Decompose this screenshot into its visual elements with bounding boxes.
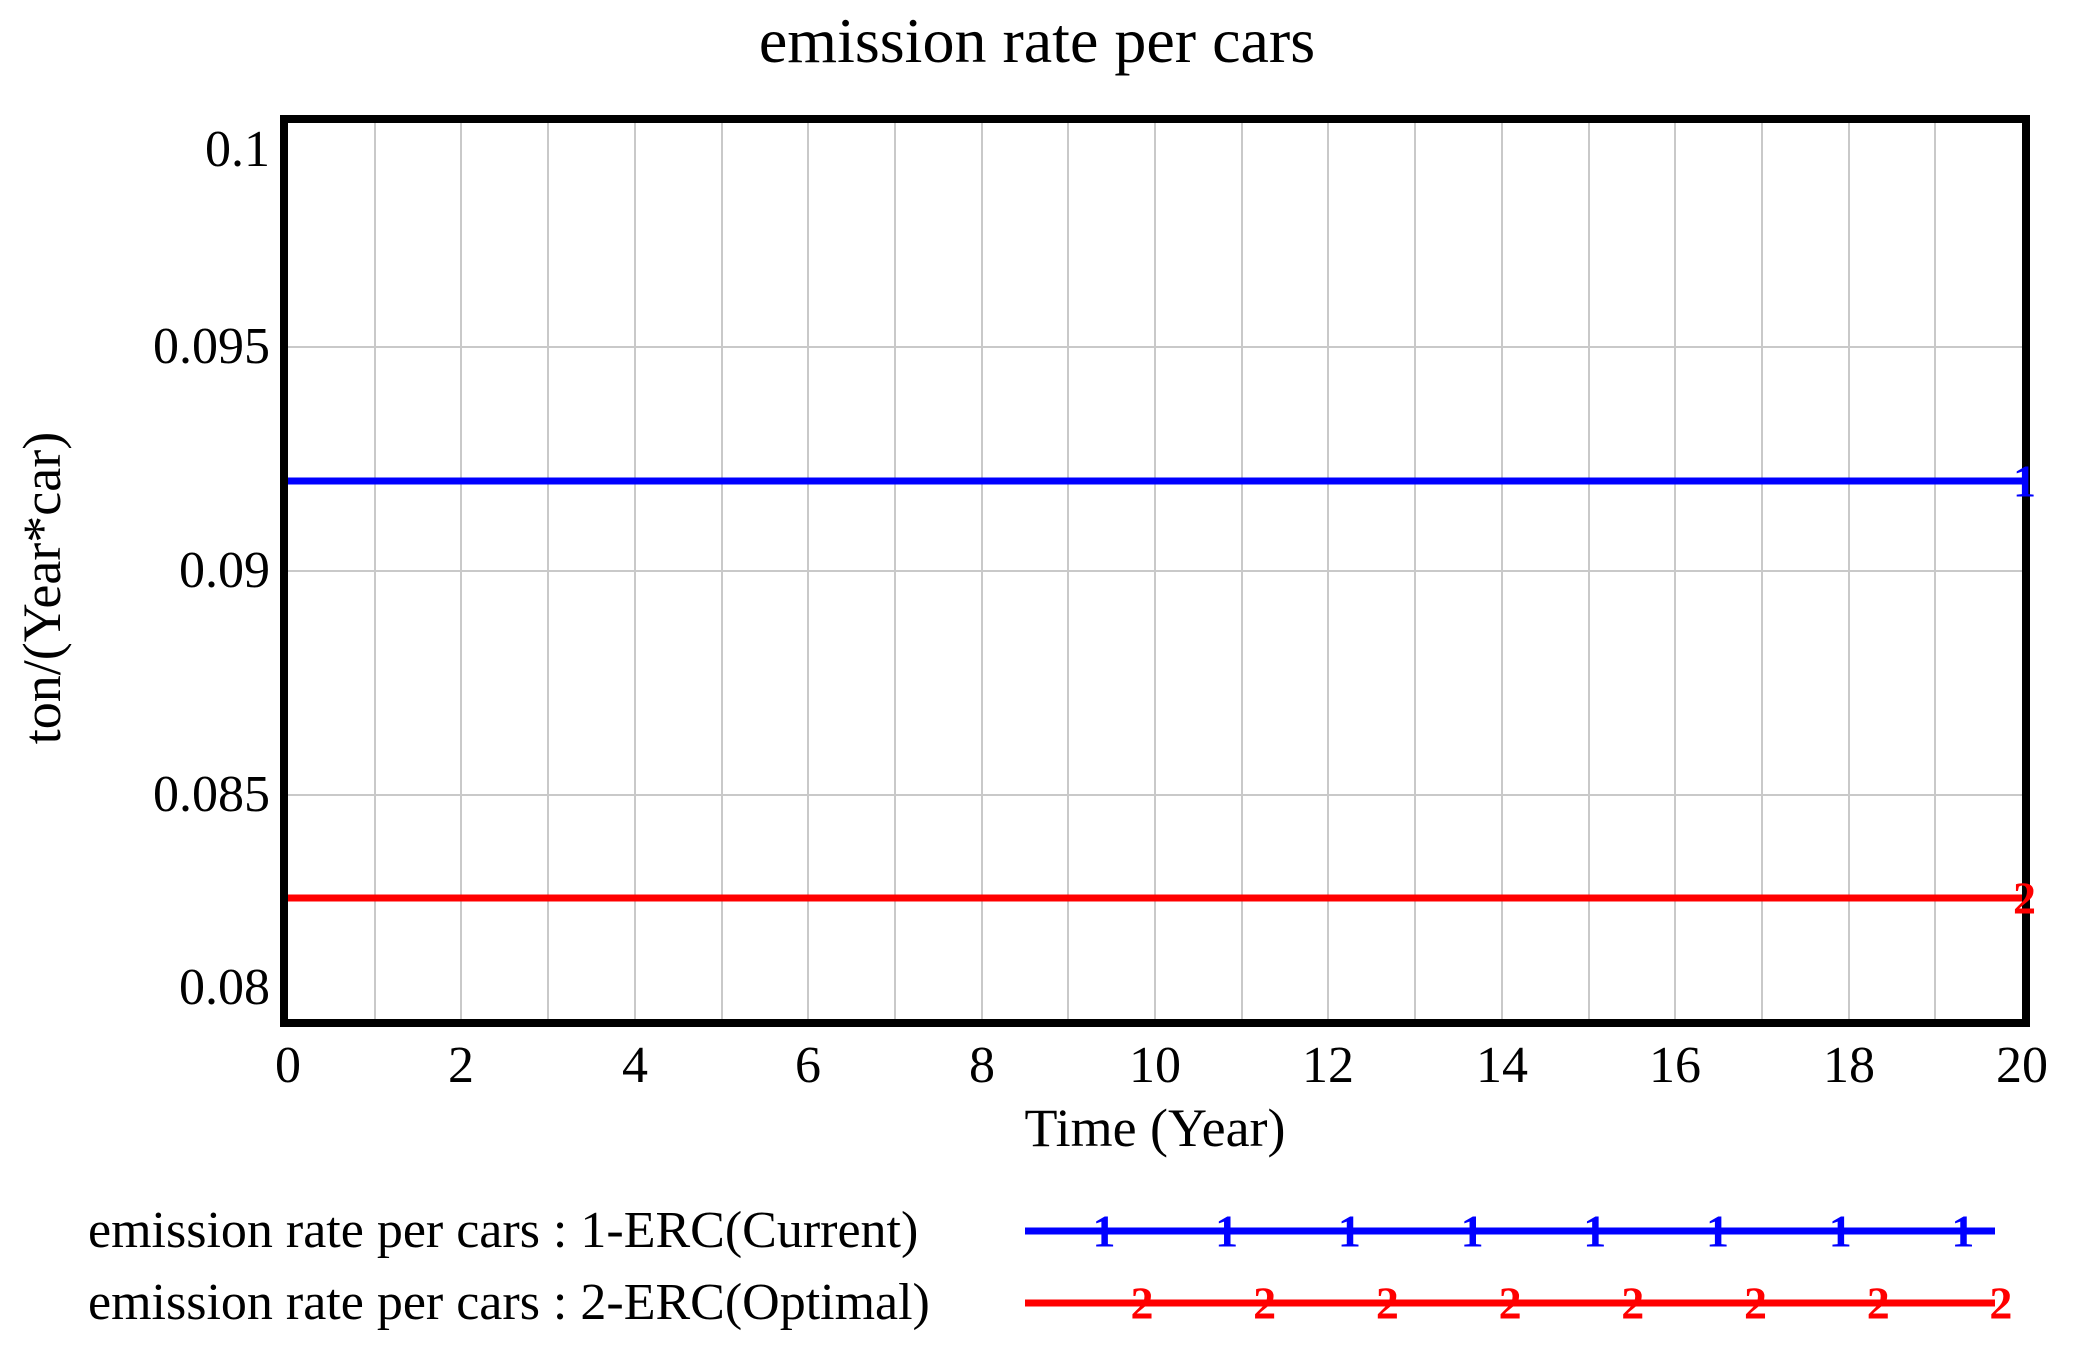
legend-marker: 1 — [1460, 1205, 1484, 1256]
x-tick-label: 0 — [275, 1037, 301, 1094]
y-tick-label: 0.08 — [179, 959, 270, 1016]
x-axis-title: Time (Year) — [1024, 1098, 1286, 1158]
x-tick-label: 8 — [969, 1037, 995, 1094]
y-tick-label: 0.1 — [205, 121, 270, 178]
series-line-erc-current: 1 — [288, 458, 2036, 504]
y-tick-label: 0.09 — [179, 542, 270, 599]
legend-line-erc-current: 1 1 1 1 1 1 1 1 — [1025, 1208, 1995, 1254]
legend-marker: 2 — [1130, 1277, 1154, 1328]
legend-marker: 1 — [1705, 1205, 1729, 1256]
legend-marker: 2 — [1744, 1277, 1767, 1328]
legend-marker: 2 — [1989, 1277, 2013, 1328]
x-tick-label: 12 — [1302, 1037, 1354, 1094]
legend-marker: 2 — [1253, 1277, 1277, 1328]
legend-marker: 1 — [1583, 1205, 1607, 1256]
x-tick-label: 14 — [1476, 1037, 1528, 1094]
series-line-erc-optimal: 2 — [288, 875, 2036, 921]
y-tick-label: 0.085 — [153, 766, 270, 823]
x-tick-label: 20 — [1996, 1037, 2048, 1094]
legend-label-erc-optimal: emission rate per cars : 2-ERC(Optimal) — [88, 1274, 930, 1331]
gridline-horizontal — [288, 794, 2022, 796]
x-tick-label: 6 — [795, 1037, 821, 1094]
x-tick-label: 10 — [1129, 1037, 1181, 1094]
legend-marker: 2 — [1498, 1277, 1522, 1328]
legend-marker: 1 — [1951, 1205, 1975, 1256]
x-tick-label: 2 — [448, 1037, 474, 1094]
gridline-horizontal — [288, 346, 2022, 348]
x-tick-label: 16 — [1649, 1037, 1701, 1094]
plot-area: 1 2 — [280, 115, 2036, 1027]
legend-marker: 1 — [1828, 1205, 1852, 1256]
gridline-horizontal — [288, 570, 2022, 572]
legend-line-erc-optimal: 2 2 2 2 2 2 2 2 — [1025, 1280, 2012, 1326]
legend-marker: 1 — [1215, 1205, 1239, 1256]
legend-marker: 1 — [1337, 1205, 1361, 1256]
series-end-marker-optimal: 2 — [2013, 872, 2036, 924]
legend-marker: 2 — [1375, 1277, 1399, 1328]
legend-label-erc-current: emission rate per cars : 1-ERC(Current) — [88, 1202, 919, 1259]
legend-marker: 2 — [1866, 1277, 1890, 1328]
legend-marker: 1 — [1092, 1205, 1116, 1256]
series-end-marker-current: 1 — [2013, 455, 2036, 507]
legend-marker: 2 — [1621, 1277, 1645, 1328]
x-tick-label: 4 — [622, 1037, 648, 1094]
x-tick-label: 18 — [1823, 1037, 1875, 1094]
chart-title: emission rate per cars — [758, 5, 1316, 76]
y-tick-label: 0.095 — [153, 318, 270, 375]
